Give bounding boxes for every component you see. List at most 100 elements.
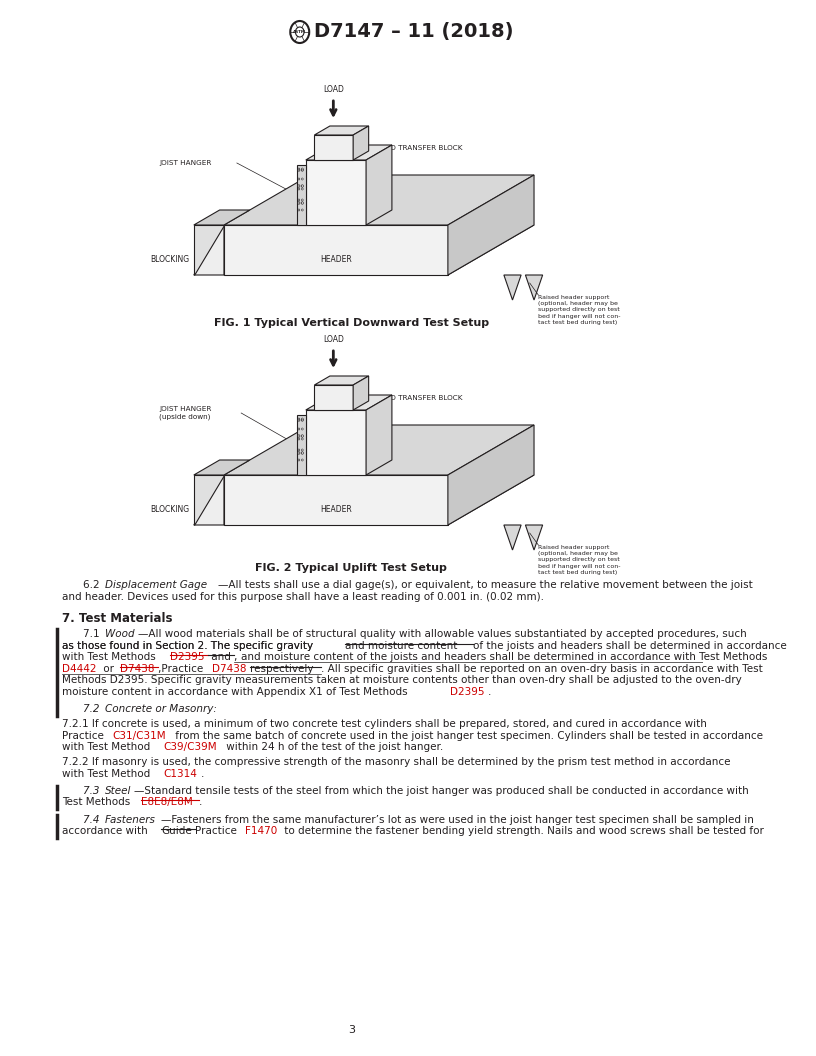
Circle shape bbox=[301, 428, 304, 430]
Polygon shape bbox=[314, 126, 369, 135]
Circle shape bbox=[301, 435, 304, 437]
Polygon shape bbox=[504, 275, 521, 300]
Circle shape bbox=[298, 438, 299, 440]
Circle shape bbox=[301, 188, 304, 190]
Text: Test Methods: Test Methods bbox=[62, 797, 134, 808]
Text: 7.3: 7.3 bbox=[82, 786, 103, 796]
Text: JOIST: JOIST bbox=[326, 444, 346, 453]
Text: of the joists and headers shall be determined in accordance: of the joists and headers shall be deter… bbox=[473, 641, 787, 650]
Polygon shape bbox=[224, 225, 448, 275]
Text: D2395: D2395 bbox=[170, 653, 204, 662]
Polygon shape bbox=[194, 225, 224, 275]
Polygon shape bbox=[194, 475, 224, 525]
Text: 7.1: 7.1 bbox=[82, 629, 103, 640]
Text: accordance with: accordance with bbox=[62, 826, 151, 836]
Polygon shape bbox=[194, 210, 250, 225]
Text: Practice: Practice bbox=[62, 731, 107, 740]
Text: BLOCKING: BLOCKING bbox=[150, 506, 189, 514]
Text: E8E8/E8M: E8E8/E8M bbox=[141, 797, 193, 808]
Circle shape bbox=[298, 449, 299, 451]
Text: and moisture content: and moisture content bbox=[344, 641, 460, 650]
Text: JOIST HANGER: JOIST HANGER bbox=[159, 161, 211, 166]
Text: D4442: D4442 bbox=[62, 664, 96, 674]
Text: to determine the fastener bending yield strength. Nails and wood screws shall be: to determine the fastener bending yield … bbox=[281, 826, 764, 836]
Text: Wood: Wood bbox=[104, 629, 135, 640]
Text: JOIST: JOIST bbox=[326, 193, 346, 203]
Text: 7.2: 7.2 bbox=[82, 704, 103, 714]
Text: C1314: C1314 bbox=[164, 769, 197, 778]
Polygon shape bbox=[194, 225, 224, 275]
Circle shape bbox=[301, 418, 304, 420]
Polygon shape bbox=[504, 525, 521, 550]
Polygon shape bbox=[224, 475, 534, 525]
Circle shape bbox=[298, 419, 300, 421]
Text: with Test Method: with Test Method bbox=[62, 769, 153, 778]
Polygon shape bbox=[194, 460, 250, 475]
Text: and: and bbox=[208, 653, 231, 662]
Circle shape bbox=[298, 168, 299, 170]
Text: —Standard tensile tests of the steel from which the joist hanger was produced sh: —Standard tensile tests of the steel fro… bbox=[134, 786, 749, 796]
Circle shape bbox=[301, 452, 304, 454]
Text: D7438: D7438 bbox=[119, 664, 154, 674]
Text: 7.2.2 If masonry is used, the compressive strength of the masonry shall be deter: 7.2.2 If masonry is used, the compressiv… bbox=[62, 757, 730, 767]
Circle shape bbox=[298, 435, 300, 437]
Polygon shape bbox=[224, 425, 534, 475]
Circle shape bbox=[301, 459, 304, 461]
Text: from the same batch of concrete used in the joist hanger test specimen. Cylinder: from the same batch of concrete used in … bbox=[171, 731, 763, 740]
Text: Raised header support
(optional, header may be
supported directly on test
bed if: Raised header support (optional, header … bbox=[539, 545, 621, 574]
Text: Displacement Gage: Displacement Gage bbox=[104, 580, 207, 590]
Text: as those found in Section 2. The specific gravity: as those found in Section 2. The specifi… bbox=[62, 641, 317, 650]
Text: HEADER: HEADER bbox=[320, 506, 352, 514]
Text: Steel: Steel bbox=[104, 786, 131, 796]
Circle shape bbox=[301, 185, 304, 187]
Circle shape bbox=[298, 459, 299, 461]
Text: 7. Test Materials: 7. Test Materials bbox=[62, 612, 172, 625]
Circle shape bbox=[298, 169, 300, 171]
Text: 7.4: 7.4 bbox=[82, 814, 103, 825]
Text: or: or bbox=[100, 664, 118, 674]
Polygon shape bbox=[314, 376, 369, 385]
Text: F1470: F1470 bbox=[246, 826, 277, 836]
Text: Practice: Practice bbox=[195, 826, 240, 836]
Text: LOAD: LOAD bbox=[323, 84, 344, 94]
Circle shape bbox=[298, 199, 299, 201]
Circle shape bbox=[298, 202, 300, 204]
Text: moisture content in accordance with Appendix X1 of Test Methods: moisture content in accordance with Appe… bbox=[62, 687, 411, 697]
Text: .: . bbox=[202, 769, 205, 778]
Polygon shape bbox=[448, 175, 534, 275]
Circle shape bbox=[298, 185, 300, 187]
Circle shape bbox=[298, 452, 300, 454]
Text: Concrete or Masonry:: Concrete or Masonry: bbox=[104, 704, 216, 714]
Text: 7.2.1 If concrete is used, a minimum of two concrete test cylinders shall be pre: 7.2.1 If concrete is used, a minimum of … bbox=[62, 719, 707, 729]
Text: —All wood materials shall be of structural quality with allowable values substan: —All wood materials shall be of structur… bbox=[138, 629, 747, 640]
Text: —Fasteners from the same manufacturer’s lot as were used in the joist hanger tes: —Fasteners from the same manufacturer’s … bbox=[162, 814, 754, 825]
Bar bbox=[297, 415, 306, 475]
Text: ASTM: ASTM bbox=[293, 30, 306, 34]
Polygon shape bbox=[224, 175, 534, 225]
Circle shape bbox=[298, 188, 299, 190]
Text: Fasteners: Fasteners bbox=[104, 814, 156, 825]
Circle shape bbox=[301, 449, 304, 451]
Text: C31/C31M: C31/C31M bbox=[112, 731, 166, 740]
Text: with Test Method: with Test Method bbox=[62, 742, 153, 752]
Bar bbox=[297, 165, 306, 225]
Circle shape bbox=[301, 438, 304, 440]
Circle shape bbox=[298, 178, 299, 180]
Text: FIG. 2 Typical Uplift Test Setup: FIG. 2 Typical Uplift Test Setup bbox=[255, 563, 447, 573]
Circle shape bbox=[301, 178, 304, 180]
Circle shape bbox=[298, 428, 299, 430]
Text: and header. Devices used for this purpose shall have a least reading of 0.001 in: and header. Devices used for this purpos… bbox=[62, 591, 544, 602]
Text: with Test Methods: with Test Methods bbox=[62, 653, 159, 662]
Text: .: . bbox=[199, 797, 202, 808]
Text: ,Practice: ,Practice bbox=[157, 664, 206, 674]
Text: Methods D2395. Specific gravity measurements taken at moisture contents other th: Methods D2395. Specific gravity measurem… bbox=[62, 676, 742, 685]
Text: respectively: respectively bbox=[251, 664, 313, 674]
Polygon shape bbox=[353, 126, 369, 161]
Polygon shape bbox=[306, 395, 392, 410]
Circle shape bbox=[301, 199, 304, 201]
Polygon shape bbox=[526, 275, 543, 300]
Polygon shape bbox=[224, 225, 534, 275]
Text: D2395: D2395 bbox=[450, 687, 484, 697]
Polygon shape bbox=[366, 145, 392, 225]
Polygon shape bbox=[224, 475, 448, 525]
